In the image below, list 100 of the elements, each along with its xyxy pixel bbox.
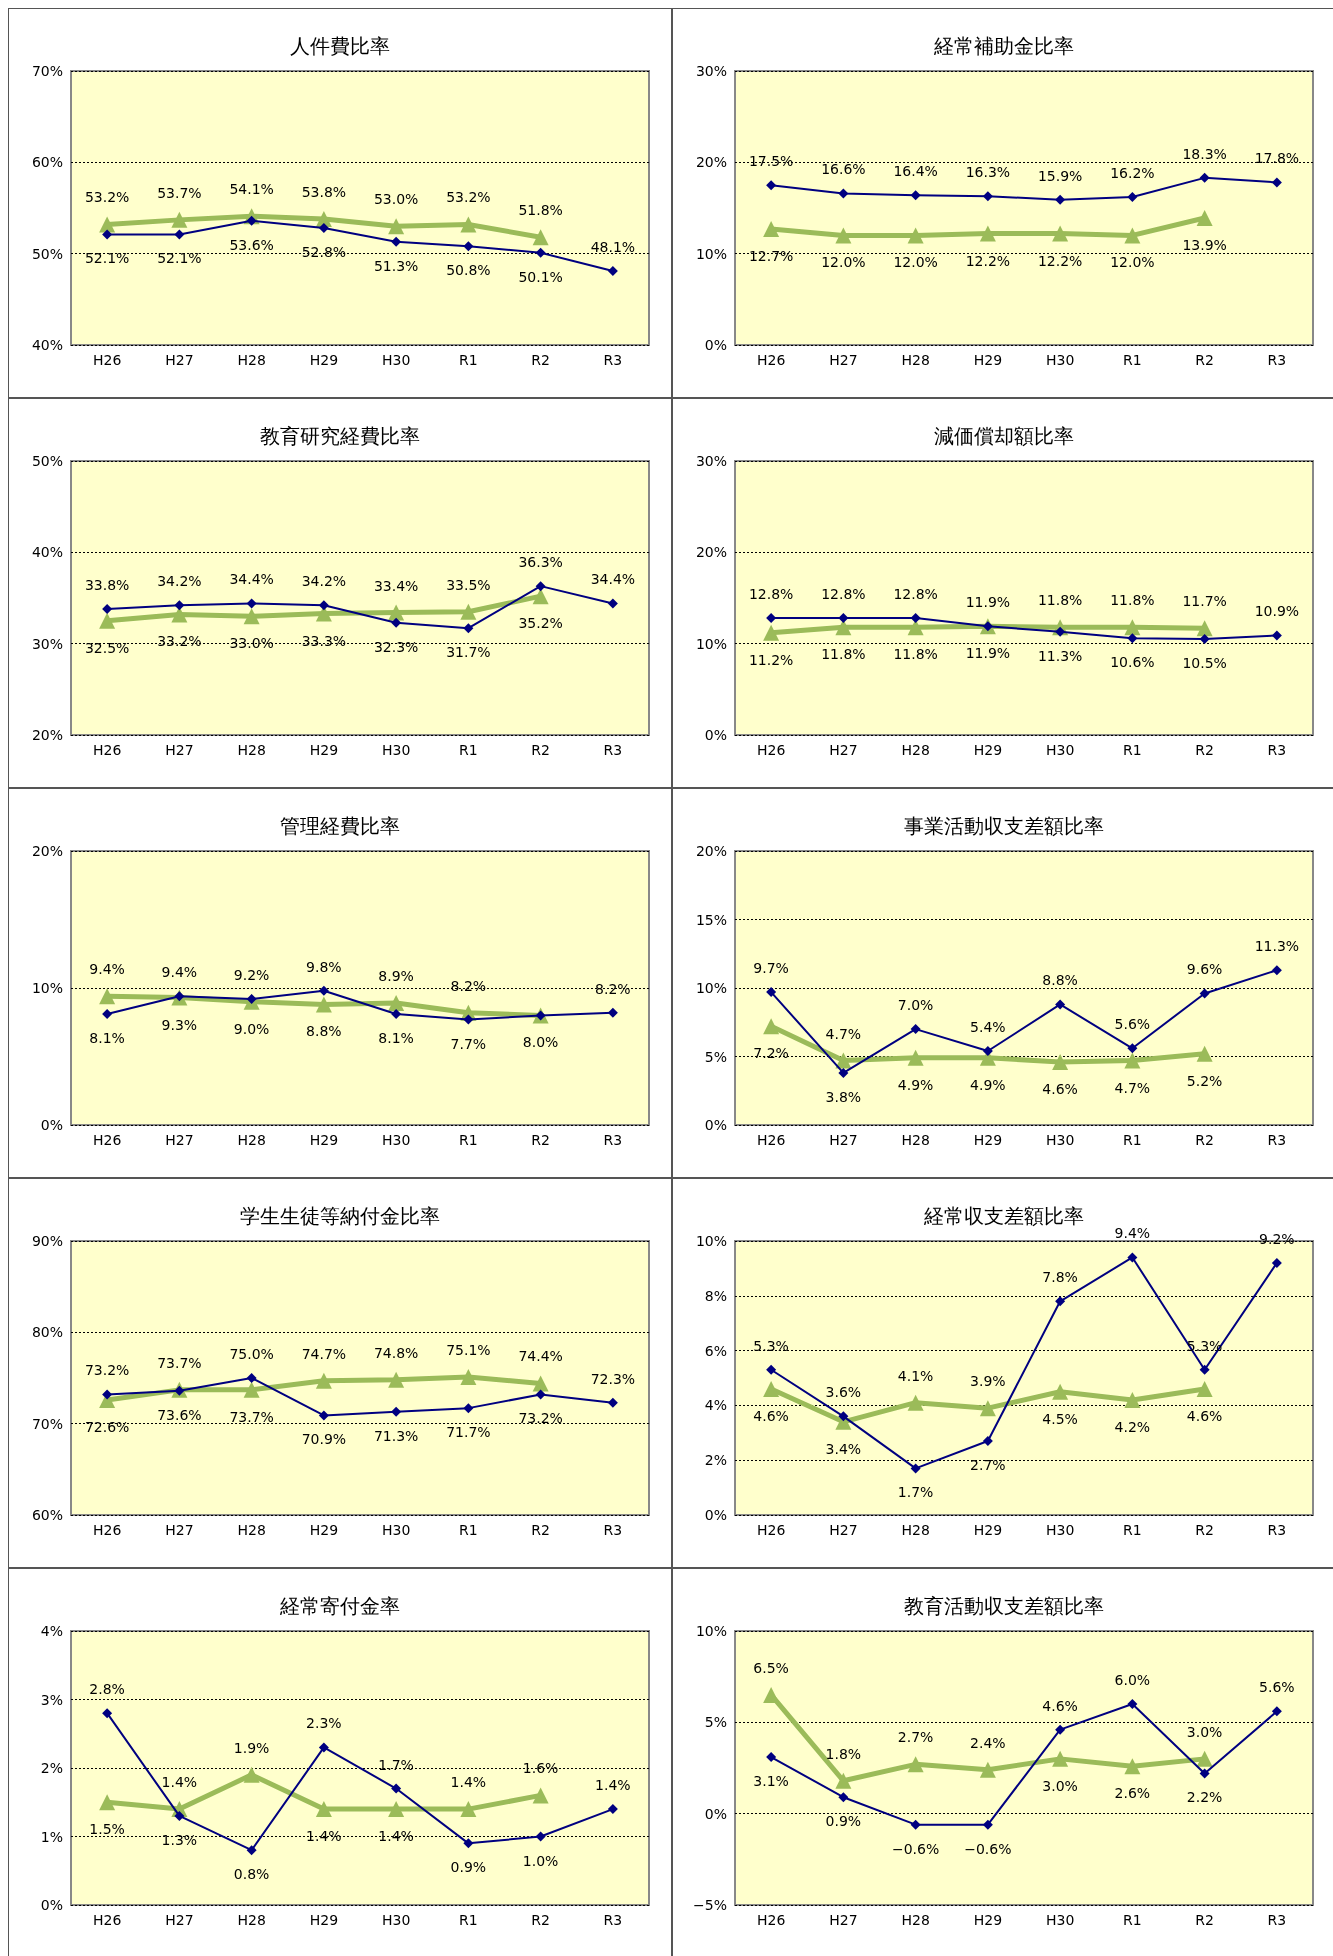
point (463, 1014, 474, 1025)
x-tick-label: R1 (1123, 1912, 1142, 1928)
point (391, 1783, 402, 1794)
data-label: 16.3% (965, 164, 1011, 181)
point (463, 623, 474, 634)
y-tick-label: 70% (31, 1415, 63, 1432)
x-tick-label: H27 (165, 1522, 194, 1538)
y-tick-label: 8% (704, 1287, 727, 1304)
data-label: 53.8% (301, 183, 347, 200)
point (102, 1389, 113, 1400)
point (1271, 177, 1282, 188)
point (99, 1794, 116, 1811)
data-label: 6.5% (753, 1659, 789, 1676)
chart-title: 学生生徒等納付金比率 (240, 1204, 440, 1228)
y-tick-label: 20% (695, 843, 727, 859)
x-tick-label: H26 (92, 352, 122, 368)
y-tick-label: 15% (695, 911, 727, 928)
x-tick-label: H28 (901, 1912, 930, 1928)
point (391, 236, 402, 247)
y-tick-label: 30% (695, 453, 727, 469)
data-label: 7.0% (897, 997, 934, 1014)
data-label: 34.2% (301, 573, 347, 590)
data-label: 1.0% (522, 1852, 559, 1869)
point (982, 191, 993, 202)
y-tick-label: 60% (31, 1507, 63, 1523)
x-tick-label: H30 (381, 1522, 411, 1538)
x-tick-label: H26 (92, 1522, 122, 1538)
data-label: 73.2% (518, 1410, 563, 1427)
x-tick-label: H29 (309, 352, 339, 368)
x-tick-label: R3 (603, 1522, 623, 1538)
x-tick-label: H27 (165, 1912, 194, 1928)
point (171, 211, 188, 228)
data-label: 1.4% (161, 1774, 198, 1791)
data-label: 73.6% (157, 1406, 202, 1423)
point (1196, 1045, 1213, 1062)
data-label: 1.4% (306, 1828, 342, 1845)
data-label: 51.8% (518, 202, 563, 219)
point (907, 1394, 924, 1411)
point (1052, 1053, 1069, 1070)
point (174, 229, 185, 240)
data-label: 35.2% (518, 615, 563, 632)
point (246, 1373, 257, 1383)
y-tick-label: 4% (704, 1397, 727, 1414)
data-label: 1.9% (233, 1739, 270, 1756)
x-tick-label: R3 (603, 1132, 623, 1148)
data-label: 70.9% (301, 1431, 347, 1448)
data-label: 4.7% (1114, 1079, 1151, 1096)
point (835, 619, 852, 636)
data-label: 12.2% (965, 252, 1011, 269)
point (460, 216, 477, 233)
data-label: 12.8% (821, 586, 866, 603)
data-label: 2.3% (306, 1715, 342, 1732)
point (838, 1067, 849, 1078)
data-label: 6.0% (1114, 1672, 1151, 1689)
x-tick-label: H26 (92, 1132, 122, 1148)
chart-title: 管理経費比率 (280, 814, 400, 838)
point (318, 600, 329, 611)
data-label: 12.0% (893, 254, 938, 271)
data-label: 74.4% (518, 1348, 563, 1365)
data-label: 16.6% (821, 161, 866, 178)
point (979, 1761, 996, 1778)
x-tick-label: R3 (1267, 1912, 1287, 1928)
data-label: 1.4% (378, 1828, 414, 1845)
x-tick-label: H29 (309, 1912, 339, 1928)
data-label: 53.0% (373, 191, 419, 208)
data-label: 0.9% (825, 1813, 862, 1830)
data-label: 8.8% (306, 1023, 342, 1040)
y-tick-label: 0% (704, 1805, 727, 1822)
data-label: 50.1% (518, 268, 563, 285)
chart-title: 人件費比率 (290, 34, 390, 58)
point (463, 1403, 474, 1414)
point (1127, 1252, 1138, 1263)
x-tick-label: H28 (901, 352, 930, 368)
point (102, 603, 113, 614)
x-tick-label: R1 (459, 742, 478, 758)
y-tick-label: 10% (31, 980, 63, 996)
y-tick-label: 6% (704, 1342, 727, 1359)
data-label: 5.6% (1114, 1016, 1151, 1033)
x-tick-label: H30 (381, 1132, 411, 1148)
x-tick-label: R2 (1195, 1522, 1214, 1538)
y-tick-label: 5% (704, 1048, 727, 1065)
point (1124, 619, 1141, 636)
point (318, 985, 329, 996)
point (910, 190, 921, 201)
x-tick-label: H29 (309, 1522, 339, 1538)
point (535, 1389, 546, 1400)
data-label: 11.8% (1110, 592, 1155, 609)
point (1199, 1364, 1210, 1375)
y-tick-label: 20% (695, 154, 727, 171)
data-label: 12.0% (1110, 254, 1155, 271)
data-label: 2.7% (897, 1729, 934, 1746)
point (532, 588, 549, 605)
point (535, 1831, 546, 1842)
point (99, 612, 116, 629)
x-tick-label: R1 (1123, 742, 1142, 758)
x-tick-label: R2 (1195, 1132, 1214, 1148)
data-label: 12.2% (1037, 252, 1083, 269)
x-tick-label: R2 (1195, 352, 1214, 368)
data-label: 33.2% (157, 633, 202, 650)
x-tick-label: H29 (309, 1132, 339, 1148)
